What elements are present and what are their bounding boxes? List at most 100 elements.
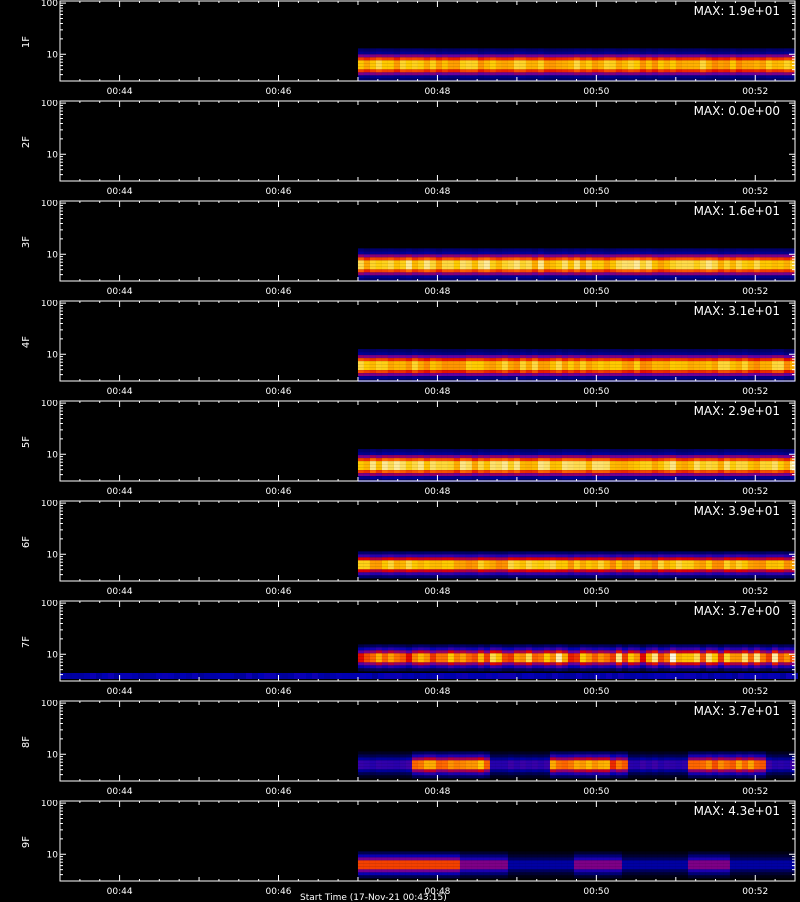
heatmap-cell [388, 557, 394, 560]
heatmap-cell [394, 650, 400, 653]
heatmap-cell [550, 254, 556, 257]
heatmap-cell [508, 464, 514, 467]
heatmap-cell [400, 376, 406, 379]
heatmap-cell [616, 361, 622, 364]
heatmap-cell [592, 464, 598, 467]
heatmap-cell [718, 452, 724, 455]
heatmap-cell [652, 75, 658, 78]
heatmap-cell [382, 551, 388, 554]
heatmap-cell [556, 269, 562, 272]
heatmap-cell [790, 266, 795, 269]
heatmap-cell [412, 352, 418, 355]
heatmap-cell [604, 355, 610, 358]
heatmap-cell [682, 461, 688, 464]
heatmap-cell [508, 470, 514, 473]
heatmap-cell [766, 352, 772, 355]
heatmap-cell [694, 275, 700, 278]
heatmap-cell [514, 644, 520, 647]
heatmap-cell [562, 364, 568, 367]
heatmap-cell [622, 352, 628, 355]
heatmap-cell [718, 575, 724, 578]
heatmap-cell [520, 275, 526, 278]
heatmap-cell [544, 569, 550, 572]
heatmap-cell [526, 557, 532, 560]
heatmap-cell [520, 464, 526, 467]
heatmap-cell [526, 257, 532, 260]
heatmap-cell [364, 650, 370, 653]
heatmap-cell [604, 373, 610, 376]
heatmap-cell [370, 257, 376, 260]
heatmap-cell [658, 476, 664, 479]
heatmap-cell [544, 458, 550, 461]
heatmap-cell [580, 352, 586, 355]
heatmap-cell [592, 72, 598, 75]
x-tick-label: 00:50 [583, 387, 609, 397]
heatmap-cell [640, 563, 646, 566]
heatmap-cell [406, 72, 412, 75]
heatmap-cell [448, 358, 454, 361]
heatmap-cell [574, 63, 580, 66]
heatmap-cell [550, 60, 556, 63]
heatmap-cell [394, 260, 400, 263]
heatmap-cell [454, 464, 460, 467]
heatmap-cell [712, 269, 718, 272]
heatmap-cell [676, 248, 682, 251]
heatmap-cell [478, 467, 484, 470]
heatmap-cell [538, 66, 544, 69]
heatmap-cell [412, 476, 418, 479]
heatmap-cell [688, 248, 694, 251]
heatmap-cell [640, 464, 646, 467]
heatmap-cell [688, 251, 694, 254]
heatmap-cell [496, 461, 502, 464]
heatmap-cell [628, 467, 634, 470]
heatmap-cell [652, 551, 658, 554]
heatmap-cell [718, 263, 724, 266]
heatmap-cell [502, 554, 508, 557]
heatmap-cell [586, 569, 592, 572]
y-tick-label: 10 [47, 150, 59, 160]
heatmap-cell [772, 358, 778, 361]
heatmap-cell [538, 275, 544, 278]
heatmap-cell [442, 57, 448, 60]
heatmap-cell [646, 272, 652, 275]
heatmap-cell [508, 358, 514, 361]
heatmap-cell [658, 563, 664, 566]
heatmap-cell [556, 370, 562, 373]
heatmap-cell [400, 251, 406, 254]
heatmap-cell [460, 560, 466, 563]
heatmap-cell [418, 452, 424, 455]
heatmap-cell [640, 361, 646, 364]
heatmap-cell [418, 54, 424, 57]
heatmap-cell [526, 452, 532, 455]
heatmap-cell [736, 269, 742, 272]
heatmap-cell [784, 464, 790, 467]
heatmap-cell [436, 452, 442, 455]
heatmap-cell [634, 269, 640, 272]
heatmap-cell [658, 452, 664, 455]
heatmap-cell [526, 66, 532, 69]
heatmap-cell [496, 659, 502, 662]
heatmap-cell [430, 69, 436, 72]
heatmap-cell [370, 560, 376, 563]
heatmap-cell [754, 263, 760, 266]
heatmap-cell [568, 349, 574, 352]
heatmap-cell [454, 563, 460, 566]
heatmap-cell [460, 461, 466, 464]
heatmap-cell [358, 63, 364, 66]
heatmap-cell [670, 470, 676, 473]
heatmap-cell [622, 452, 628, 455]
heatmap-cell [598, 476, 604, 479]
heatmap-cell [580, 367, 586, 370]
heatmap-cell [616, 449, 622, 452]
x-tick-label: 00:50 [583, 487, 609, 497]
heatmap-cell [742, 66, 748, 69]
heatmap-cell [724, 63, 730, 66]
heatmap-cell [784, 560, 790, 563]
heatmap-cell [724, 476, 730, 479]
heatmap-cell [664, 563, 670, 566]
heatmap-cell [574, 461, 580, 464]
heatmap-cell [652, 455, 658, 458]
heatmap-cell [670, 60, 676, 63]
heatmap-cell [586, 563, 592, 566]
heatmap-cell [412, 63, 418, 66]
